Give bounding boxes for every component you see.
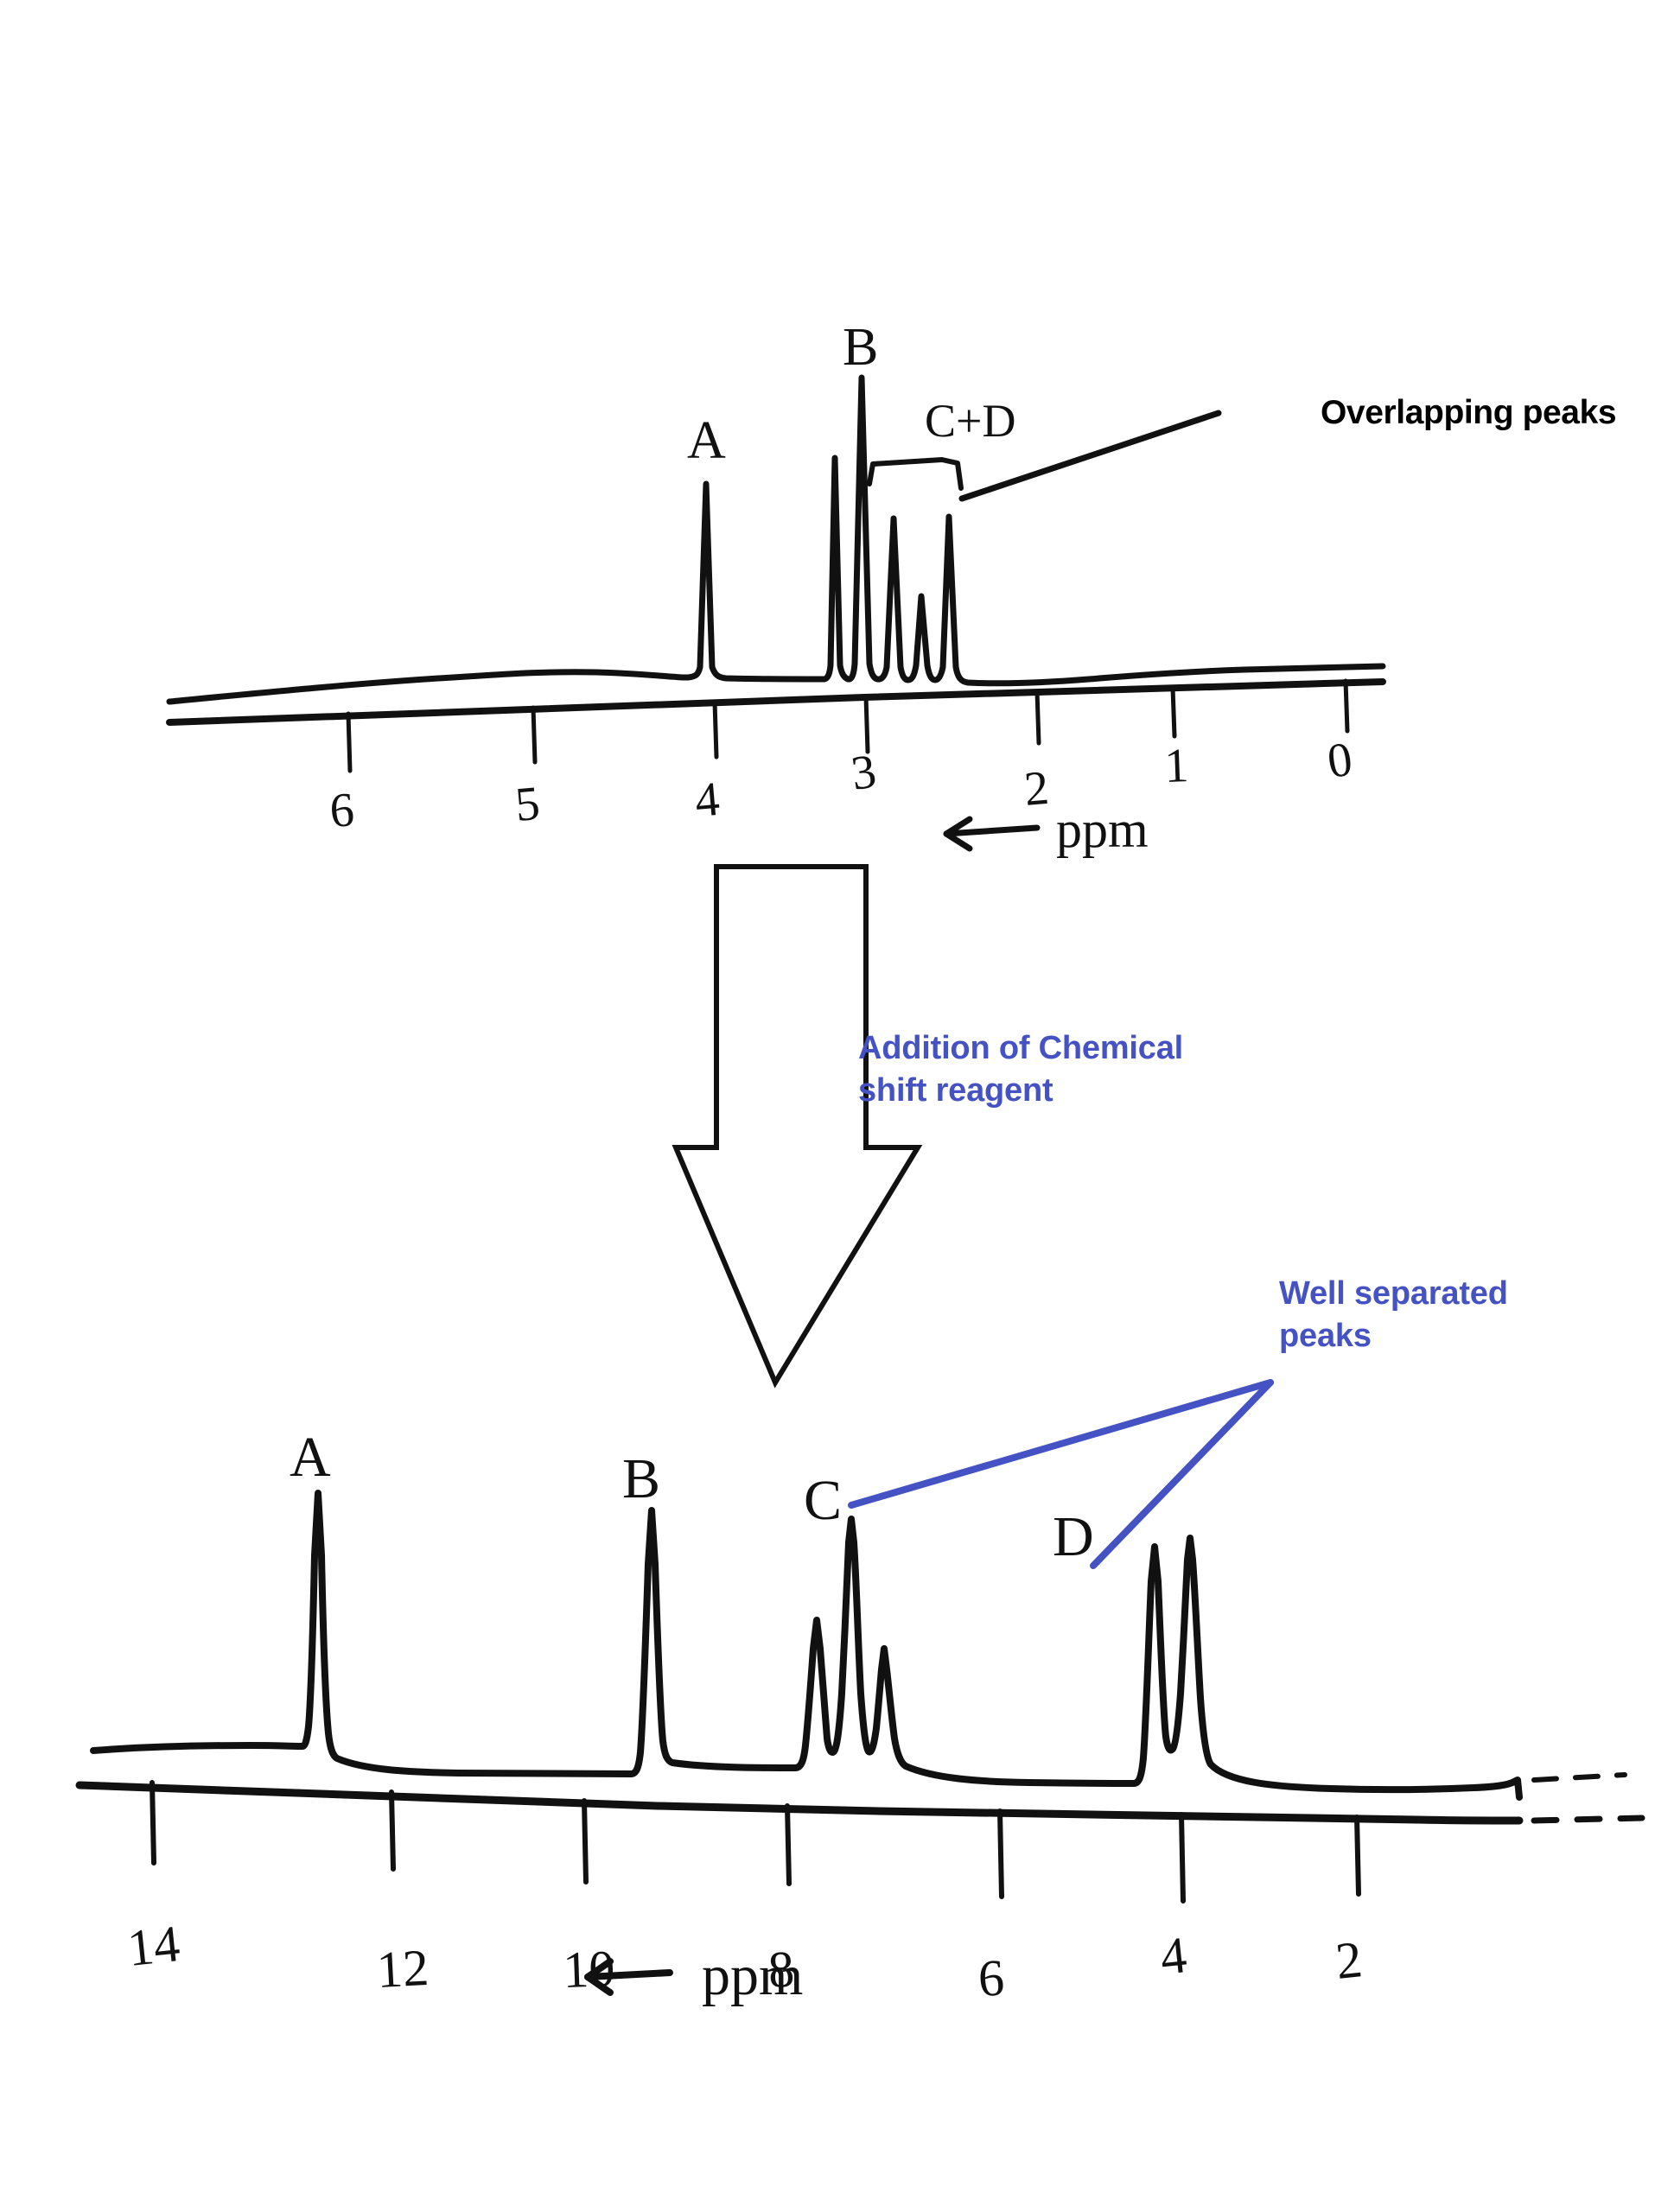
c-plus-d-bracket: [867, 457, 964, 491]
top-axis-line: [166, 678, 1386, 726]
bottom-ppm-axis-label: ppm: [584, 1944, 803, 2007]
bottom-peak-label-A: A: [290, 1426, 331, 1489]
top-peak-labels: A B C+D: [687, 318, 1015, 470]
top-tick-6: [346, 711, 353, 773]
bottom-tick-label-4: 4: [1157, 1926, 1189, 1986]
bottom-tick-label-8: 8: [767, 1941, 795, 1999]
top-tick-label-5: 5: [513, 777, 542, 832]
bottom-axis-dashed-tail: [1531, 1815, 1645, 1824]
top-tick-label-3: 3: [848, 745, 879, 801]
top-axis-ticks: [346, 678, 1350, 773]
top-peak-label-A: A: [687, 411, 726, 470]
bottom-peak-label-B: B: [622, 1447, 660, 1510]
top-peak-label-CplusD: C+D: [925, 395, 1015, 447]
bottom-tick-8: [785, 1803, 792, 1886]
bottom-peak-labels: A B C D: [290, 1426, 1094, 1568]
top-tick-3: [863, 694, 870, 754]
bottom-tick-4: [1179, 1812, 1186, 1904]
leader-line-to-d: [1090, 1379, 1274, 1569]
top-spectrum-trace: [166, 374, 1386, 705]
top-tick-2: [1034, 689, 1041, 746]
bottom-tick-label-14: 14: [124, 1915, 182, 1977]
overlapping-peaks-annotation: Overlapping peaks: [1321, 394, 1617, 431]
bottom-spectrum-trace: [90, 1490, 1523, 1801]
top-tick-label-6: 6: [328, 783, 356, 838]
addition-of-chemical-shift-reagent-annotation: Addition of Chemical shift reagent: [858, 1030, 1184, 1109]
bottom-tick-label-12: 12: [375, 1939, 430, 1999]
top-tick-4: [712, 699, 719, 760]
leader-line-to-c: [848, 1379, 1274, 1509]
bottom-trace-dashed-tail: [1531, 1772, 1627, 1783]
bottom-tick-14: [150, 1780, 156, 1866]
bottom-axis-ticks: [150, 1780, 1361, 1904]
svg-text:ppm: ppm: [1056, 801, 1149, 858]
top-tick-label-1: 1: [1163, 739, 1189, 793]
top-peak-label-B: B: [843, 318, 878, 377]
well-separated-peaks-annotation: Well separated peaks: [1279, 1275, 1508, 1354]
bottom-tick-label-6: 6: [977, 1949, 1005, 2007]
top-tick-label-2: 2: [1022, 761, 1051, 817]
top-spectrum-group: 6 5 4 3 2 1 0 A B C+D ppm: [166, 318, 1386, 858]
svg-text:ppm: ppm: [702, 1944, 803, 2007]
top-tick-label-0: 0: [1324, 733, 1355, 789]
top-tick-0: [1343, 678, 1350, 734]
bottom-tick-2: [1354, 1815, 1361, 1897]
down-arrow-outline: [672, 864, 923, 1389]
bottom-axis-tick-labels: 14 12 10 8 6 4 2: [124, 1915, 1365, 2007]
overlapping-peaks-leader-line: [958, 410, 1222, 502]
top-tick-label-4: 4: [693, 772, 722, 828]
top-tick-5: [531, 705, 538, 765]
bottom-peak-label-D: D: [1053, 1505, 1094, 1568]
bottom-tick-12: [389, 1789, 396, 1872]
bottom-spectrum-group: 14 12 10 8 6 4 2 A B C D: [75, 1379, 1645, 2007]
top-ppm-axis-label: ppm: [943, 801, 1149, 858]
bottom-axis-line: [75, 1781, 1524, 1825]
bottom-tick-label-2: 2: [1333, 1930, 1365, 1990]
bottom-peak-label-C: C: [804, 1469, 842, 1532]
top-tick-1: [1170, 685, 1177, 739]
top-axis-tick-labels: 6 5 4 3 2 1 0: [328, 733, 1356, 838]
well-separated-leader-lines: [848, 1379, 1274, 1569]
bottom-tick-10: [582, 1798, 589, 1885]
bottom-tick-6: [997, 1808, 1004, 1899]
